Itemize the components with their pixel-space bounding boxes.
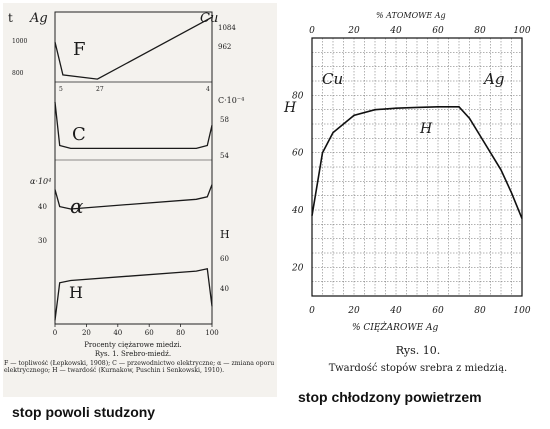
letter-alpha: α: [70, 194, 84, 218]
tick-1084: 1084: [218, 24, 236, 32]
top-tick-label: 0: [309, 26, 315, 36]
tick-c54: 54: [220, 152, 229, 160]
right-chart: % ATOMOWE Ag H Cu Ag H 0 20 40 60 80 100 0 20 40…: [283, 11, 531, 374]
tick-1000: 1000: [12, 38, 27, 45]
label-cu: Cu: [322, 70, 343, 88]
bottom-tick-label: 100: [513, 306, 530, 316]
letter-c: C: [72, 124, 86, 145]
bottom-axis-label: % CIĘŻAROWE Ag: [352, 321, 439, 333]
curve-label-h: H: [419, 121, 433, 137]
series-f-line: [54, 16, 213, 80]
left-x-tick-label: 20: [82, 329, 91, 337]
bottom-tick-label: 40: [389, 306, 402, 316]
mark-27: 27: [96, 86, 104, 93]
left-x-ticks: 0 20 40 60 80 100: [53, 324, 219, 337]
alpha-unit: α·10⁴: [30, 177, 51, 186]
top-tick-label: 20: [347, 26, 360, 36]
element-ag: Ag: [29, 11, 48, 26]
top-tick-label: 100: [513, 26, 530, 36]
left-chart: t Ag 1000 800 α·10⁴ 40 30 Cu 1084 962 C·…: [3, 3, 277, 397]
bottom-tick-label: 20: [347, 306, 360, 316]
tick-h40: 40: [220, 285, 229, 293]
y-tick-label: 60: [292, 149, 304, 159]
left-x-tick-label: 80: [176, 329, 185, 337]
right-frame: [311, 37, 523, 297]
top-axis-label: % ATOMOWE Ag: [376, 11, 446, 20]
hardness-line: [311, 106, 523, 219]
left-axis-t: t: [8, 11, 13, 25]
left-frame: [54, 11, 213, 325]
tick-962: 962: [218, 43, 231, 51]
c-unit: C·10⁻⁴: [218, 96, 244, 105]
series-h-line: [54, 268, 213, 321]
left-x-tick-label: 0: [53, 329, 57, 337]
tick-h60: 60: [220, 255, 229, 263]
right-bold-caption: stop chłodzony powietrzem: [298, 389, 482, 405]
y-tick-label: 20: [291, 263, 304, 273]
letter-f: F: [73, 39, 86, 60]
y-axis-h: H: [283, 100, 297, 116]
tick-a40: 40: [38, 203, 47, 211]
tick-800: 800: [12, 70, 24, 77]
right-ticks: 0 20 40 60 80 100 0 20 40 60 80 100 20 40 60 80: [291, 26, 531, 316]
tick-a30: 30: [38, 237, 47, 245]
label-ag: Ag: [482, 70, 504, 88]
bottom-tick-label: 80: [474, 306, 486, 316]
series-alpha-line: [54, 184, 213, 210]
tick-c58: 58: [220, 116, 229, 124]
top-tick-label: 40: [389, 26, 402, 36]
series-c-line: [54, 101, 213, 150]
bottom-tick-label: 60: [432, 306, 444, 316]
left-bold-caption: stop powoli studzony: [12, 404, 156, 420]
right-curve: [311, 106, 523, 219]
left-xlabel: Procenty ciężarowe miedzi.: [84, 341, 182, 349]
top-tick-label: 60: [432, 26, 444, 36]
bottom-tick-label: 0: [309, 306, 315, 316]
top-tick-label: 80: [474, 26, 486, 36]
right-subtitle: Twardość stopów srebra z miedzią.: [329, 363, 508, 374]
left-x-tick-label: 40: [113, 329, 122, 337]
left-curves: [54, 16, 213, 321]
left-x-tick-label: 100: [205, 329, 218, 337]
mark-5: 5: [59, 86, 63, 93]
mark-4: 4: [206, 86, 210, 93]
left-legend-note: F — topliwość (Łepkowski, 1908); C — prz…: [4, 360, 275, 374]
right-axis-h: H: [220, 228, 230, 241]
y-tick-label: 80: [292, 91, 304, 101]
left-paper: [3, 3, 277, 397]
left-x-tick-label: 60: [145, 329, 154, 337]
letter-h: H: [69, 283, 83, 302]
left-title: Rys. 1. Srebro-miedź.: [95, 350, 171, 358]
y-tick-label: 40: [291, 206, 304, 216]
right-title: Rys. 10.: [396, 344, 440, 357]
